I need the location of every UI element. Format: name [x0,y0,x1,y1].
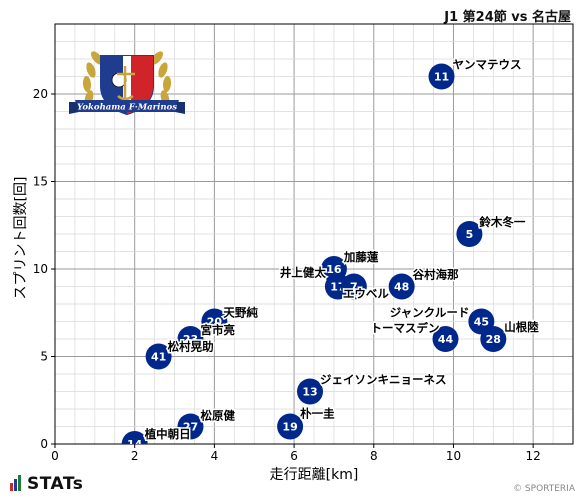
point-name-label: 宮市亮 [200,323,235,337]
data-point: 23 [177,326,204,352]
point-number: 44 [438,333,454,346]
point-marker [480,326,507,352]
point-number: 13 [302,386,317,399]
data-point: 20 [201,308,228,335]
data-point: 41 [145,343,172,370]
data-point: 27 [177,413,204,440]
point-name-label: ヤンマテウス [453,58,522,72]
team-logo: Yokohama F·Marinos [69,51,185,116]
point-number: 5 [466,228,474,241]
point-marker [456,221,483,247]
point-name-label: 松村晃助 [168,340,214,354]
point-name-label: 加藤蓮 [343,250,379,264]
axis-ticks: 0 2 4 6 8 10 12 0 5 10 15 20 [33,87,541,463]
y-tick-label: 20 [33,87,48,101]
data-point: 14 [121,431,148,451]
point-marker [388,273,415,300]
point-number: 48 [394,281,409,294]
x-tick-label: 12 [526,449,541,463]
point-marker [277,413,304,440]
y-tick-label: 0 [40,437,48,451]
point-number: 41 [151,351,166,364]
point-name-label: トーマスデン [370,321,439,335]
point-number: 19 [282,421,297,434]
point-number: 16 [326,263,342,276]
data-point: 44 [432,326,459,352]
chart-title: J1 第24節 vs 名古屋 [444,10,571,25]
point-number: 23 [183,333,198,346]
point-name-label: 鈴木冬一 [479,215,525,229]
stats-brand-text: STATs [27,474,84,494]
point-name-label: 植中朝日 [144,427,191,441]
point-number: 45 [474,316,489,329]
data-point: 7 [340,273,367,300]
point-name-label: 山根陸 [504,320,539,334]
point-number: 20 [207,316,223,329]
point-marker [432,326,459,352]
point-marker [121,431,148,444]
data-point: 5 [456,221,483,247]
point-name-label: 井上健太 [280,266,326,280]
point-marker [177,413,204,440]
point-name-label: エウベル [343,287,389,301]
x-tick-label: 4 [211,449,219,463]
point-number: 11 [434,71,449,84]
point-marker [201,308,228,335]
point-name-label: 谷村海那 [413,268,459,282]
stats-bars-icon [10,475,22,496]
point-name-label: ジャンクルード [390,306,470,320]
plot-frame [54,23,574,445]
point-number: 27 [183,421,198,434]
x-tick-label: 8 [370,449,378,463]
y-tick-label: 10 [33,262,48,276]
point-name-label: ジェイソンキニョーネス [320,373,447,387]
y-tick-label: 5 [40,350,48,364]
data-point: 19 [277,413,304,440]
point-marker [297,378,324,405]
x-tick-label: 2 [131,449,139,463]
x-tick-label: 0 [51,449,59,463]
point-marker [145,343,172,370]
point-name-label: 松原健 [200,409,235,423]
x-tick-label: 10 [446,449,461,463]
copyright-credit: © SPORTERIA [513,484,575,494]
x-axis-label: 走行距離[km] [270,466,359,483]
point-number: 7 [350,281,358,294]
point-marker [177,326,204,352]
point-marker [340,273,367,300]
stats-brand: STATs [10,474,83,496]
logo-wordmark: Yokohama F·Marinos [77,103,177,113]
data-point: 11 [428,63,455,90]
point-number: 14 [127,438,143,451]
y-axis-label: スプリント回数[回] [13,177,29,300]
point-name-label: 天野純 [223,306,258,320]
data-point: 48 [388,273,415,300]
point-name-label: 朴一圭 [300,407,335,421]
data-point: 13 [297,378,324,405]
point-marker [428,63,455,90]
x-tick-label: 6 [290,449,298,463]
point-number: 28 [486,333,501,346]
y-tick-label: 15 [33,175,48,189]
data-point: 28 [480,326,507,352]
